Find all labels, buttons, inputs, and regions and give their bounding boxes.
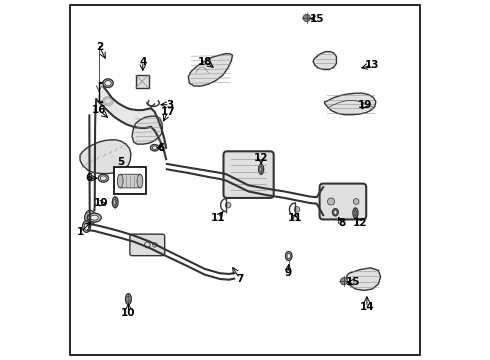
Text: 11: 11	[288, 213, 302, 222]
Circle shape	[294, 207, 300, 212]
Ellipse shape	[88, 213, 101, 222]
Ellipse shape	[103, 97, 113, 105]
Ellipse shape	[137, 174, 143, 188]
FancyBboxPatch shape	[223, 151, 274, 198]
Ellipse shape	[114, 199, 117, 206]
Ellipse shape	[353, 208, 358, 218]
Ellipse shape	[125, 294, 131, 305]
Text: 16: 16	[92, 105, 106, 115]
Text: 19: 19	[358, 100, 372, 110]
Text: 15: 15	[345, 277, 360, 287]
Circle shape	[327, 198, 335, 205]
Circle shape	[87, 212, 89, 215]
Ellipse shape	[98, 174, 108, 182]
Text: 4: 4	[139, 57, 147, 67]
Text: 13: 13	[365, 60, 380, 70]
FancyBboxPatch shape	[130, 234, 165, 256]
Ellipse shape	[82, 221, 91, 232]
Polygon shape	[80, 140, 131, 174]
Ellipse shape	[91, 215, 98, 220]
Circle shape	[225, 202, 231, 208]
Text: 8: 8	[338, 218, 345, 228]
Ellipse shape	[87, 213, 93, 222]
Text: 18: 18	[198, 57, 213, 67]
Ellipse shape	[112, 197, 118, 208]
Circle shape	[303, 14, 310, 22]
FancyBboxPatch shape	[119, 174, 141, 188]
Ellipse shape	[103, 79, 113, 87]
Text: 15: 15	[310, 14, 324, 24]
Text: 9: 9	[285, 268, 292, 278]
Ellipse shape	[150, 144, 159, 151]
PathPatch shape	[96, 87, 151, 128]
Polygon shape	[324, 93, 376, 115]
Ellipse shape	[105, 98, 111, 104]
Text: 12: 12	[352, 218, 367, 228]
Circle shape	[93, 217, 95, 219]
Circle shape	[87, 221, 89, 223]
Text: 10: 10	[94, 198, 109, 208]
Text: 6: 6	[85, 173, 93, 183]
Ellipse shape	[100, 176, 106, 180]
Text: 6: 6	[157, 143, 164, 153]
Text: 11: 11	[211, 213, 225, 222]
Circle shape	[341, 278, 347, 285]
Text: 2: 2	[96, 42, 103, 52]
Text: 1: 1	[77, 227, 84, 237]
Bar	[136, 75, 148, 88]
Ellipse shape	[259, 164, 264, 174]
Text: 14: 14	[360, 302, 374, 312]
Polygon shape	[132, 116, 163, 144]
Ellipse shape	[85, 211, 96, 225]
Polygon shape	[346, 268, 381, 291]
Ellipse shape	[84, 223, 89, 230]
Ellipse shape	[105, 81, 111, 86]
Ellipse shape	[354, 210, 357, 216]
Text: 12: 12	[254, 153, 269, 163]
Ellipse shape	[117, 174, 123, 188]
FancyBboxPatch shape	[319, 184, 366, 220]
Text: 3: 3	[166, 100, 173, 110]
Text: 10: 10	[121, 308, 136, 318]
PathPatch shape	[151, 108, 166, 159]
Polygon shape	[313, 51, 337, 69]
Ellipse shape	[260, 166, 262, 172]
Ellipse shape	[152, 146, 157, 149]
Bar	[114, 167, 147, 194]
Text: 17: 17	[161, 107, 175, 117]
Polygon shape	[188, 54, 232, 86]
Circle shape	[353, 199, 359, 204]
Ellipse shape	[334, 210, 337, 215]
Ellipse shape	[333, 209, 338, 216]
Ellipse shape	[287, 253, 291, 259]
Ellipse shape	[127, 296, 130, 302]
Text: 7: 7	[236, 274, 244, 284]
Text: 5: 5	[118, 157, 125, 167]
Ellipse shape	[286, 252, 292, 261]
